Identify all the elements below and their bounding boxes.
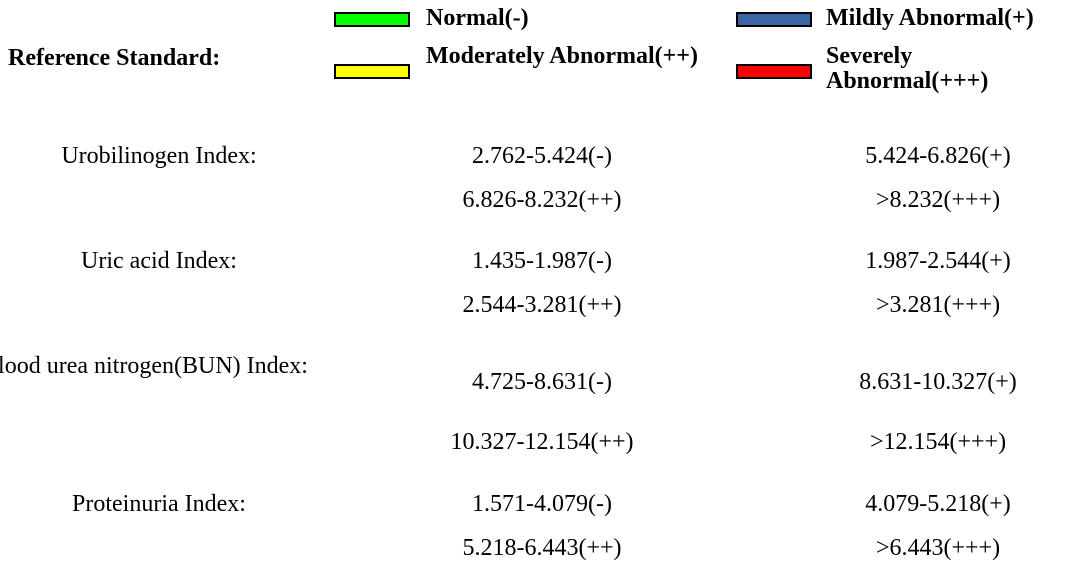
legend-label-severe: Severely Abnormal(+++) xyxy=(826,43,989,94)
range-urobilinogen-normal: 2.762-5.424(-) xyxy=(472,143,612,169)
range-bun-mild: 8.631-10.327(+) xyxy=(859,369,1017,395)
range-bun-severe: >12.154(+++) xyxy=(869,429,1007,455)
range-uric-acid-severe: >3.281(+++) xyxy=(875,292,1001,318)
range-urobilinogen-mild: 5.424-6.826(+) xyxy=(865,143,1011,169)
range-proteinuria-normal: 1.571-4.079(-) xyxy=(472,491,612,517)
range-urobilinogen-moderate: 6.826-8.232(++) xyxy=(462,187,622,213)
range-bun-moderate: 10.327-12.154(++) xyxy=(450,429,634,455)
legend-label-moderate: Moderately Abnormal(++) xyxy=(426,43,698,69)
range-uric-acid-moderate: 2.544-3.281(++) xyxy=(462,292,622,318)
range-urobilinogen-severe: >8.232(+++) xyxy=(875,187,1001,213)
reference-standard-title: Reference Standard: xyxy=(8,45,221,71)
index-name-proteinuria: Proteinuria Index: xyxy=(72,491,246,517)
legend-swatch-moderate xyxy=(334,64,410,79)
range-uric-acid-mild: 1.987-2.544(+) xyxy=(865,248,1011,274)
range-proteinuria-severe: >6.443(+++) xyxy=(875,535,1001,561)
legend-swatch-mild xyxy=(736,12,812,27)
legend-swatch-normal xyxy=(334,12,410,27)
legend-swatch-severe xyxy=(736,64,812,79)
range-uric-acid-normal: 1.435-1.987(-) xyxy=(472,248,612,274)
range-proteinuria-moderate: 5.218-6.443(++) xyxy=(462,535,622,561)
legend-label-mild: Mildly Abnormal(+) xyxy=(826,5,1034,31)
index-name-urobilinogen: Urobilinogen Index: xyxy=(61,143,257,169)
index-name-uric-acid: Uric acid Index: xyxy=(81,248,237,274)
index-name-bun: Blood urea nitrogen(BUN) Index: xyxy=(0,353,308,379)
legend-label-normal: Normal(-) xyxy=(426,5,529,31)
range-proteinuria-mild: 4.079-5.218(+) xyxy=(865,491,1011,517)
range-bun-normal: 4.725-8.631(-) xyxy=(472,369,612,395)
